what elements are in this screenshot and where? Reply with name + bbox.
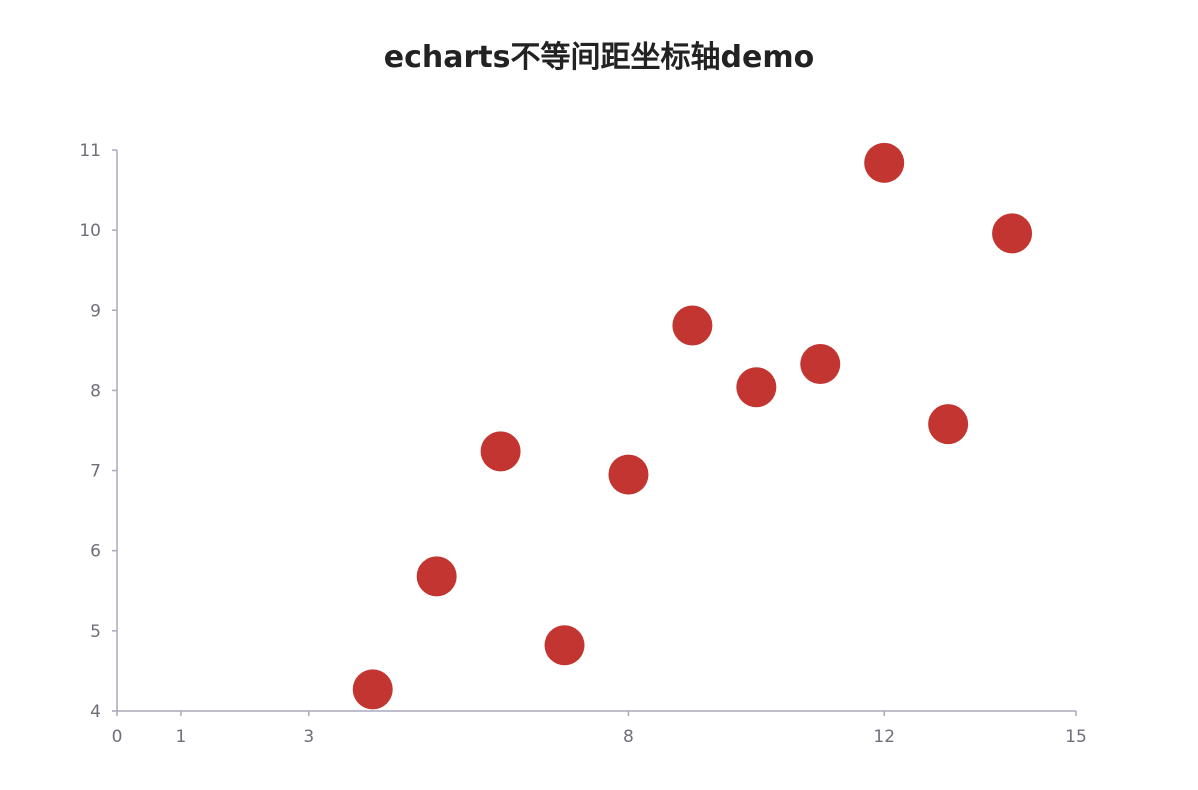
y-tick-label: 11 (79, 141, 101, 161)
y-tick-label: 4 (90, 702, 101, 722)
scatter-point[interactable] (608, 454, 649, 495)
scatter-point[interactable] (800, 343, 841, 384)
scatter-point[interactable] (864, 142, 905, 183)
scatter-point[interactable] (928, 404, 969, 445)
chart-title: echarts不等间距坐标轴demo (383, 40, 815, 75)
x-tick-label: 15 (1065, 727, 1087, 747)
y-tick-label: 10 (79, 221, 101, 241)
x-tick-label: 1 (176, 727, 187, 747)
scatter-points (352, 142, 1033, 710)
y-tick-label: 9 (90, 301, 101, 321)
x-tick-label: 0 (112, 727, 123, 747)
scatter-point[interactable] (992, 213, 1033, 254)
x-tick-label: 12 (873, 727, 895, 747)
x-tick-label: 3 (303, 727, 314, 747)
y-tick-label: 5 (90, 622, 101, 642)
scatter-point[interactable] (736, 367, 777, 408)
scatter-point[interactable] (672, 305, 713, 346)
scatter-point[interactable] (544, 625, 585, 666)
y-axis: 4 5 6 7 8 9 10 11 (79, 141, 118, 722)
scatter-point[interactable] (480, 431, 521, 472)
x-axis: 0 1 3 8 12 15 (112, 710, 1087, 747)
y-tick-label: 6 (90, 542, 101, 562)
scatter-point[interactable] (416, 556, 457, 597)
x-tick-label: 8 (623, 727, 634, 747)
y-tick-label: 8 (90, 381, 101, 401)
y-tick-label: 7 (90, 462, 101, 482)
scatter-point[interactable] (352, 669, 393, 710)
